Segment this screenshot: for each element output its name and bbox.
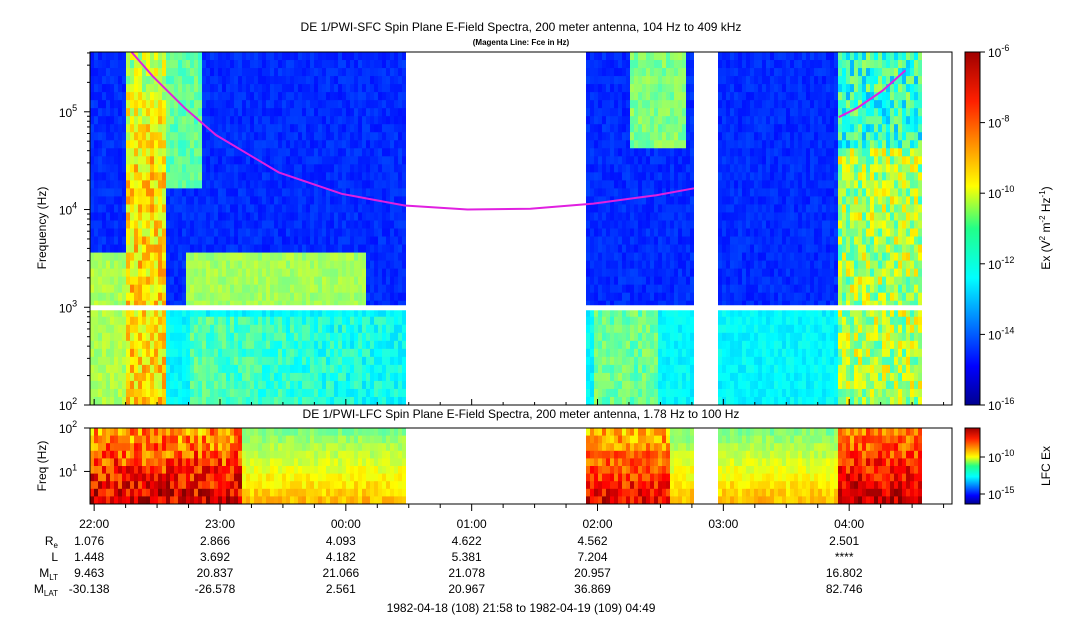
fce-line-segment-2: [838, 69, 907, 119]
colorbar-tick-label: 10-6: [988, 43, 1009, 60]
time-tick-label: 22:00: [79, 517, 109, 531]
ephemeris-value: 4.093: [326, 534, 356, 548]
ephemeris-value: 4.562: [577, 534, 607, 548]
y-tick-label: 102: [59, 396, 77, 413]
top-title: DE 1/PWI-SFC Spin Plane E-Field Spectra,…: [301, 20, 742, 34]
colorbar-tick-label: 10-16: [988, 396, 1014, 413]
ephemeris-value: 82.746: [826, 582, 863, 596]
top-colorbar-ticks: 10-6 10-8 10-10 10-12 10-14 10-16: [980, 43, 1014, 413]
colorbar-tick-label: 10-12: [988, 255, 1014, 272]
ephemeris-value: 21.066: [322, 566, 359, 580]
ephemeris-value: 4.622: [452, 534, 482, 548]
ephemeris-value: ****: [835, 550, 854, 564]
ephemeris-value: 2.866: [200, 534, 230, 548]
colorbar-tick-label: 10-15: [988, 485, 1014, 502]
ephemeris-value: 2.561: [326, 582, 356, 596]
y-tick-label: 104: [59, 201, 77, 218]
fce-line: [130, 51, 695, 211]
y-tick-label: 102: [59, 419, 77, 436]
time-tick-label: 00:00: [331, 517, 361, 531]
colorbar-tick-label: 10-8: [988, 114, 1009, 131]
ephemeris-value: 20.967: [448, 582, 485, 596]
ephemeris-value: 3.692: [200, 550, 230, 564]
bottom-colorbar-ticks: 10-10 10-15: [980, 448, 1014, 502]
time-tick-label: 03:00: [708, 517, 738, 531]
ephemeris-value: 4.182: [326, 550, 356, 564]
y-tick-label: 105: [59, 103, 77, 120]
top-spectrogram: 102 103 104 105 Frequency (Hz): [35, 51, 953, 413]
bottom-colorbar: 10-10 10-15 LFC Ex: [964, 427, 1053, 505]
top-colorbar-label: Ex (V2 m-2 Hz-1): [1038, 186, 1053, 269]
time-range-footer: 1982-04-18 (108) 21:58 to 1982-04-19 (10…: [387, 601, 656, 615]
bottom-spectrogram: 101 102 Freq (Hz): [35, 419, 953, 505]
top-spectrogram-image: [90, 52, 952, 405]
ephemeris-table: Re 1.076 2.866 4.093 4.622 4.562 2.501 L 1.448 3.…: [34, 534, 863, 598]
ephemeris-value: 20.837: [197, 566, 234, 580]
bottom-title: DE 1/PWI-LFC Spin Plane E-Field Spectra,…: [303, 407, 740, 421]
time-tick-label: 04:00: [834, 517, 864, 531]
top-colorbar: 10-6 10-8 10-10 10-12 10-14 10-16 Ex (V2 m-2 …: [964, 43, 1053, 413]
ephemeris-row-label: MLAT: [34, 582, 58, 598]
top-y-axis: 102 103 104 105: [59, 52, 90, 413]
ephemeris-value: -30.138: [69, 582, 110, 596]
ephemeris-value: 5.381: [452, 550, 482, 564]
ephemeris-value: 20.957: [574, 566, 611, 580]
colorbar-tick-label: 10-10: [988, 184, 1014, 201]
ephemeris-row-label: L: [51, 550, 58, 564]
bottom-y-axis: 101 102: [59, 419, 90, 479]
time-tick-label: 23:00: [205, 517, 235, 531]
y-tick-label: 103: [59, 298, 77, 315]
colorbar-tick-label: 10-10: [988, 448, 1014, 465]
time-axis: 22:00 23:00 00:00 01:00 02:00 03:00 04:00: [79, 399, 945, 531]
ephemeris-row-label: MLT: [39, 566, 58, 582]
y-tick-label: 101: [59, 462, 77, 479]
ephemeris-value: 21.078: [448, 566, 485, 580]
time-tick-label: 02:00: [582, 517, 612, 531]
colorbar-tick-label: 10-14: [988, 325, 1014, 342]
ephemeris-value: 1.076: [74, 534, 104, 548]
bottom-y-label: Freq (Hz): [35, 441, 49, 492]
top-subtitle: (Magenta Line: Fce in Hz): [473, 38, 570, 47]
ephemeris-value: 36.869: [574, 582, 611, 596]
bottom-colorbar-label: LFC Ex: [1039, 446, 1053, 486]
ephemeris-value: 1.448: [74, 550, 104, 564]
top-y-label: Frequency (Hz): [35, 187, 49, 270]
time-tick-label: 01:00: [457, 517, 487, 531]
ephemeris-value: 2.501: [829, 534, 859, 548]
bottom-spectrogram-image: [90, 428, 922, 504]
ephemeris-value: 16.802: [826, 566, 863, 580]
ephemeris-row-label: Re: [45, 534, 59, 550]
ephemeris-value: 7.204: [577, 550, 607, 564]
ephemeris-value: 9.463: [74, 566, 104, 580]
ephemeris-value: -26.578: [195, 582, 236, 596]
